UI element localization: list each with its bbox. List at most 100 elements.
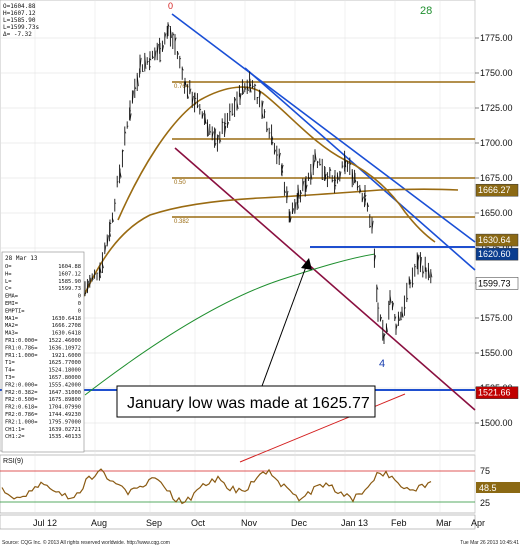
time-axis-label: Oct [191, 518, 206, 528]
price-bar-close [227, 121, 229, 127]
price-bar-close [104, 245, 107, 253]
info-row-label: L= [5, 279, 12, 285]
price-bar-close [219, 139, 222, 142]
price-bar-close [91, 277, 94, 280]
price-bar-close [420, 256, 422, 269]
price-bar-close [156, 43, 159, 55]
price-bar-close [234, 98, 237, 103]
price-tick-label: 1725.00 [480, 103, 513, 113]
price-bar-close [167, 23, 170, 27]
ohlc-line: L=1599.73s [3, 24, 40, 31]
info-row-label: T3= [5, 375, 15, 381]
price-bar-close [289, 217, 292, 223]
info-row-value: 1607.12 [58, 271, 81, 277]
price-bar-close [344, 160, 347, 165]
price-bar-close [395, 324, 398, 331]
price-bar-close [383, 333, 386, 337]
price-bar-close [239, 93, 242, 101]
wave-label-right: 28 [420, 5, 432, 17]
price-bar-close [211, 131, 214, 138]
info-row-label: O= [5, 264, 12, 270]
info-row-value: 1585.90 [58, 279, 81, 285]
info-row-label: FR1:0.000= [5, 338, 38, 344]
info-row-label: FR2:0.618= [5, 405, 38, 411]
info-row-label: MA2= [5, 323, 19, 329]
price-bar-close [254, 84, 257, 87]
price-callout-label: 1521.66 [478, 388, 511, 398]
price-bar-close [99, 267, 102, 274]
price-bar-close [94, 273, 96, 275]
price-bar-close [170, 28, 172, 39]
price-bar-close [209, 130, 212, 133]
info-row-value: 1795.97000 [49, 419, 81, 425]
maroon-channel-line [174, 147, 476, 411]
price-bar-close [184, 80, 187, 86]
info-row-label: FR2:0.000= [5, 382, 38, 388]
price-bar-close [207, 121, 209, 137]
annotation-text: January low was made at 1625.77 [127, 395, 370, 412]
price-bar-close [132, 90, 134, 103]
price-bar-close [308, 176, 310, 180]
info-panel-rows: O= 1604.88 H= 1607.12 L= 1585.90 C= 1599.73 EMA=… [5, 264, 81, 440]
price-bar-close [401, 311, 404, 318]
price-bar-close [349, 162, 352, 165]
ohlc-line: H=1607.12 [3, 10, 36, 17]
info-row-value: 1599.73 [58, 286, 81, 292]
price-bar-close [174, 37, 177, 42]
price-bar-close [357, 185, 359, 189]
price-bar-close [380, 316, 382, 321]
price-bar-close [177, 51, 179, 55]
price-bar-close [146, 60, 149, 63]
price-bar-close [317, 161, 319, 163]
info-row-value: 1555.42000 [49, 382, 81, 388]
price-bar-close [310, 171, 313, 180]
price-callout-box [475, 233, 519, 247]
price-bar-close [430, 271, 433, 278]
price-tick-label: 1575.00 [480, 313, 513, 323]
price-bar-close [329, 168, 332, 171]
info-panel [1, 251, 85, 453]
price-callouts: 1666.27 1630.64 1620.60 1599.73 1521.66 [475, 183, 519, 399]
footer-timestamp: Tue Mar 26 2013 10:45:41 [460, 540, 519, 546]
time-axis-label: Jan 13 [341, 518, 368, 528]
price-bar-close [428, 268, 430, 278]
price-bar-close [194, 97, 197, 100]
red-trend-line [239, 393, 406, 463]
price-bar-close [112, 218, 114, 222]
ohlc-header: O=1604.88 H=1607.12 L=1585.90 L=1599.73s… [3, 3, 40, 38]
info-row-value: 1639.02721 [49, 427, 81, 433]
info-row-value: 1630.6418 [52, 331, 81, 337]
info-row-value: 1921.6000 [52, 353, 81, 359]
price-bar-close [406, 297, 409, 300]
info-row-value: 1636.10972 [49, 345, 81, 351]
price-bar-close [364, 194, 367, 198]
info-row-value: 1522.46000 [49, 338, 81, 344]
price-callout-box [475, 386, 519, 399]
price-bar-close [259, 91, 262, 98]
price-callout-label: 1630.64 [478, 235, 511, 245]
price-callout-box [475, 277, 519, 290]
time-axis-label: Jul 12 [33, 518, 57, 528]
price-bar-close [292, 208, 294, 214]
ohlc-line: O=1604.88 [3, 3, 36, 10]
price-bar-close [297, 185, 300, 199]
price-bar-close [409, 282, 412, 284]
rsi-frame [0, 454, 476, 514]
price-bar-close [294, 202, 297, 214]
price-bar-close [246, 85, 249, 91]
info-panel-date: 28 Mar 13 [5, 255, 38, 262]
price-bar-close [376, 286, 379, 290]
price-tick-label: 1700.00 [480, 138, 513, 148]
price-bar-close [224, 126, 227, 136]
info-row-value: 1604.88 [58, 264, 81, 270]
price-bar-close [242, 86, 244, 95]
ma-slow [84, 253, 376, 396]
price-bars [84, 22, 433, 345]
price-bar-close [334, 184, 337, 187]
ma-fast [117, 86, 436, 243]
ohlc-line: Δ= -7.32 [3, 31, 32, 38]
info-row-label: H= [5, 271, 12, 277]
price-bar-close [84, 292, 87, 295]
price-bar-close [217, 135, 219, 142]
info-row-value: 0 [78, 294, 81, 300]
